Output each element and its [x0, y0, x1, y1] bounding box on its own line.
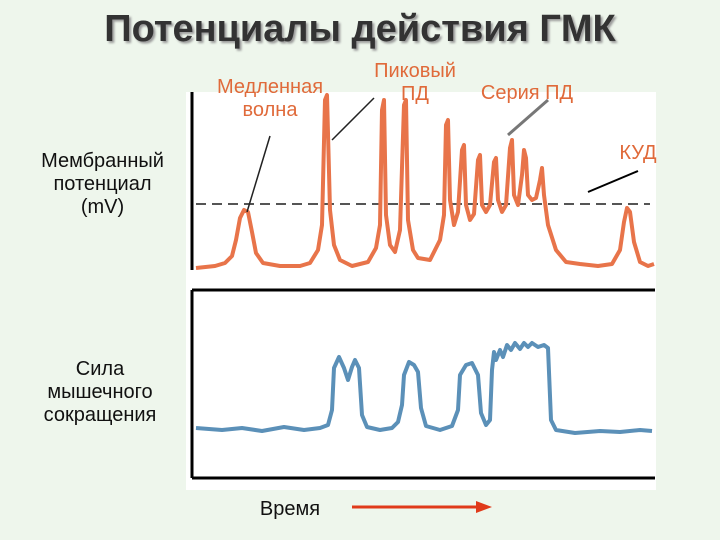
slow-wave-label: Медленная волна — [200, 76, 340, 122]
force-trace — [195, 341, 653, 435]
force-label-line1: Сила — [75, 358, 125, 380]
series-pointer — [507, 98, 549, 137]
membrane-potential-trace — [195, 93, 655, 270]
spike-label-line2: ПД — [401, 83, 429, 105]
kud-pointer — [587, 170, 639, 193]
time-arrow-head — [476, 501, 492, 513]
spike-label-line1: Пиковый — [374, 60, 456, 82]
force-label-line3: сокращения — [43, 404, 157, 426]
kud-label: КУД — [619, 142, 657, 164]
series-label: Серия ПД — [480, 82, 574, 104]
time-label: Время — [259, 498, 321, 520]
spike-pointer — [331, 97, 375, 141]
force-label-line2: мышечного — [47, 381, 153, 403]
membrane-potential-label: Мембранный потенциал (mV) — [20, 150, 185, 219]
spike-label: Пиковый ПД — [355, 60, 475, 106]
slide-title: Потенциалы действия ГМК — [104, 8, 616, 50]
membrane-label-line2: потенциал — [53, 173, 152, 195]
force-label: Сила мышечного сокращения — [15, 358, 185, 427]
slow-wave-label-line2: волна — [242, 99, 298, 121]
slow-wave-label-line1: Медленная — [216, 76, 324, 98]
slow-wave-pointer — [246, 135, 271, 213]
membrane-label-line3: (mV) — [80, 196, 125, 218]
membrane-label-line1: Мембранный — [41, 150, 164, 172]
